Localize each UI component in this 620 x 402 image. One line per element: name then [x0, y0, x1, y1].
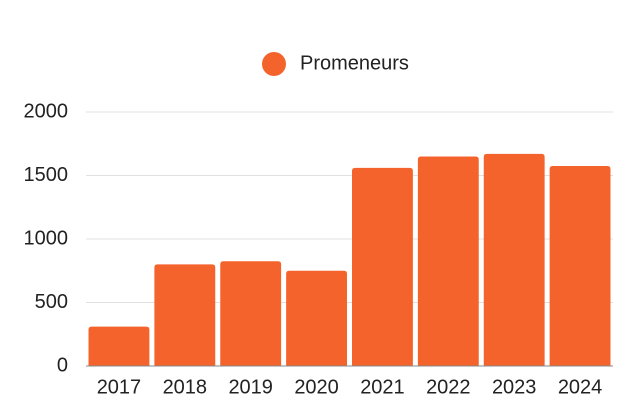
y-tick-label: 2000 [24, 100, 69, 122]
bar [483, 153, 545, 366]
bar [352, 167, 413, 366]
bar [220, 261, 282, 366]
x-tick-label: 2021 [360, 376, 405, 398]
x-tick-label: 2018 [163, 376, 208, 398]
bar [549, 165, 611, 366]
y-tick-label: 1000 [24, 227, 69, 249]
y-tick-label: 0 [57, 354, 68, 376]
legend-swatch [262, 52, 286, 76]
x-tick-label: 2023 [492, 376, 537, 398]
bar [286, 270, 347, 366]
x-tick-label: 2017 [97, 376, 142, 398]
legend-label: Promeneurs [300, 52, 409, 74]
bar [154, 264, 216, 366]
bar [417, 156, 479, 366]
x-tick-label: 2019 [228, 376, 273, 398]
y-tick-label: 500 [35, 291, 68, 313]
x-tick-label: 2024 [558, 376, 603, 398]
y-tick-label: 1500 [24, 164, 69, 186]
x-tick-label: 2022 [426, 376, 471, 398]
bar [88, 326, 150, 366]
x-tick-label: 2020 [294, 376, 339, 398]
